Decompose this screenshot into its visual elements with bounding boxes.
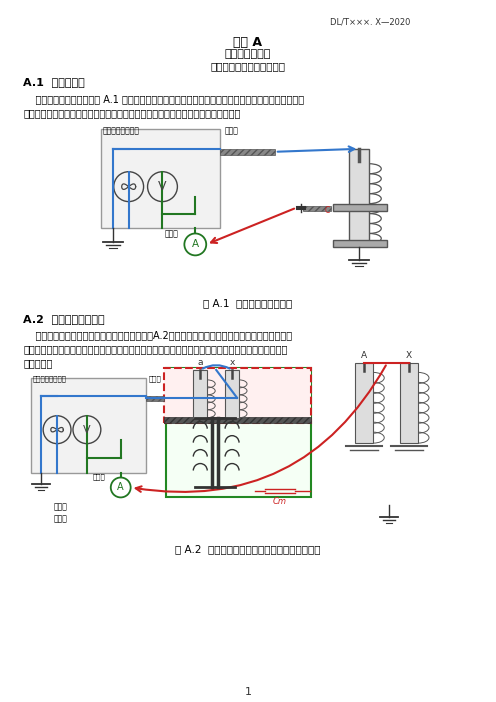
- Text: A.1  油浸式套管: A.1 油浸式套管: [23, 77, 85, 87]
- Text: 电气连接。: 电气连接。: [23, 358, 53, 368]
- Text: V: V: [158, 180, 167, 193]
- Bar: [225, 370, 239, 418]
- Text: DL/T×××. X—2020: DL/T×××. X—2020: [329, 18, 410, 27]
- Text: Cm: Cm: [273, 498, 287, 506]
- Text: A: A: [192, 239, 199, 249]
- Text: x: x: [230, 358, 235, 367]
- Text: 的电压输出端（高压端），高压套管短接后连接至电流测量端，接地线可就近与变压器的金属外壳进行: 的电压输出端（高压端），高压套管短接后连接至电流测量端，接地线可就近与变压器的金…: [23, 344, 288, 354]
- Text: 图 A.1  套管本体测试接线图: 图 A.1 套管本体测试接线图: [203, 298, 293, 308]
- Bar: [220, 149, 275, 154]
- Text: 高压端: 高压端: [149, 375, 161, 381]
- FancyArrowPatch shape: [136, 365, 386, 492]
- Text: 图 A.2  单相双绕组油浸式电力变压器测试接线图: 图 A.2 单相双绕组油浸式电力变压器测试接线图: [175, 544, 321, 555]
- Text: 变压器: 变压器: [54, 515, 68, 524]
- Text: 测量端: 测量端: [165, 230, 179, 239]
- Bar: [101, 129, 220, 228]
- Text: X: X: [406, 351, 412, 360]
- Bar: [167, 368, 310, 498]
- Text: C: C: [324, 206, 329, 215]
- Bar: [146, 396, 165, 401]
- Text: A.2  油浸式电力变压器: A.2 油浸式电力变压器: [23, 314, 105, 324]
- Bar: [332, 204, 387, 211]
- Bar: [193, 370, 207, 418]
- Circle shape: [111, 477, 130, 498]
- Text: 套管单体的测试接线如图 A.1 所示，频域介电谱测试仪的电压输出端（高压端）连接至套管的导杆，: 套管单体的测试接线如图 A.1 所示，频域介电谱测试仪的电压输出端（高压端）连接…: [23, 94, 305, 104]
- Text: 双绕组: 双绕组: [54, 503, 68, 511]
- Text: 频域介电谱测试仪: 频域介电谱测试仪: [103, 126, 140, 135]
- Bar: [31, 378, 146, 472]
- Text: 1: 1: [245, 687, 251, 696]
- Text: 单相双绕组油浸式电力变压器的测试接线如图A.2所示，低压套管短接后连接至频域介电谱测试仪: 单相双绕组油浸式电力变压器的测试接线如图A.2所示，低压套管短接后连接至频域介电…: [23, 330, 292, 340]
- Bar: [165, 368, 310, 423]
- Text: a: a: [197, 358, 203, 367]
- Text: A: A: [361, 351, 368, 360]
- Text: 频域介电谱法测试接线方法: 频域介电谱法测试接线方法: [210, 61, 286, 71]
- Text: 测量端: 测量端: [93, 474, 106, 480]
- Text: 高压端: 高压端: [224, 126, 238, 135]
- Circle shape: [185, 234, 206, 256]
- Bar: [303, 206, 330, 211]
- Text: A: A: [118, 482, 124, 493]
- Text: （规范性附录）: （规范性附录）: [225, 49, 271, 59]
- Text: 频域介电谱测试仪: 频域介电谱测试仪: [32, 375, 66, 381]
- Bar: [332, 241, 387, 247]
- Bar: [349, 149, 370, 244]
- Text: V: V: [83, 425, 91, 435]
- Bar: [356, 363, 373, 443]
- Bar: [400, 363, 418, 443]
- Text: 附录 A: 附录 A: [234, 37, 262, 49]
- Text: 电流测量端连接至被测套管末屏，接地线可就近与套管外壳金属部分进行电气连接。: 电流测量端连接至被测套管末屏，接地线可就近与套管外壳金属部分进行电气连接。: [23, 108, 241, 118]
- Bar: [165, 417, 310, 423]
